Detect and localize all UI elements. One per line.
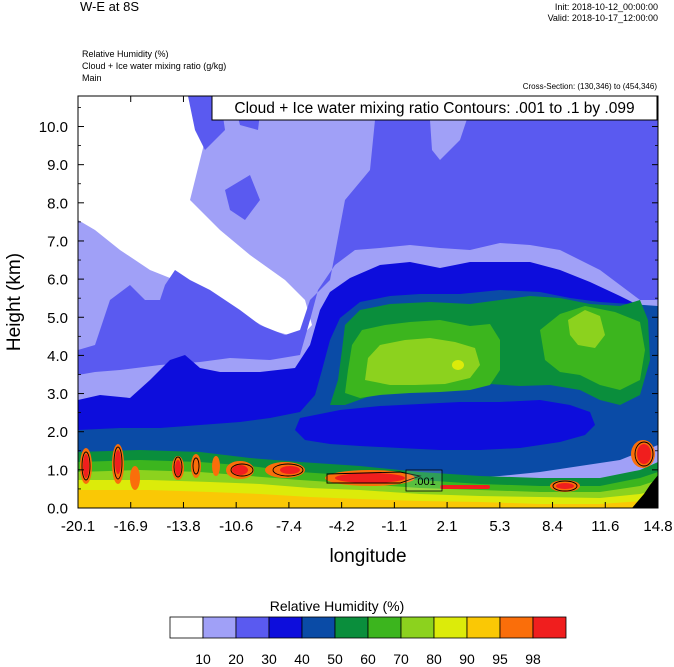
colorbar-level-label: 50 <box>327 651 343 667</box>
x-tick-label: 14.8 <box>643 518 672 535</box>
colorbar-swatch <box>400 616 435 639</box>
contour-label: .001 <box>405 469 443 492</box>
cross-section-label: Cross-Section: (130,346) to (454,346) <box>522 82 657 91</box>
y-tick-label: 4.0 <box>47 348 68 365</box>
colorbar-level-label: 20 <box>228 651 244 667</box>
rh-region-80 <box>365 338 480 385</box>
colorbar-swatch <box>433 616 468 639</box>
rh-region-80-right <box>568 310 605 348</box>
y-tick-label: 2.0 <box>47 424 68 441</box>
colorbar-level-label: 40 <box>294 651 310 667</box>
field-label-main: Main <box>82 73 102 83</box>
colorbar-swatch <box>268 616 303 639</box>
x-axis: -20.1 -16.9 -13.8 -10.6 -7.4 -4.2 -1.1 2.1 5.3 8.… <box>61 96 673 535</box>
y-tick-label: 7.0 <box>47 233 68 250</box>
valid-time: Valid: 2018-10-17_12:00:00 <box>547 13 658 23</box>
colorbar-swatch <box>235 616 270 639</box>
colorbar-swatch <box>301 616 336 639</box>
x-tick-label: -7.4 <box>276 518 302 535</box>
rh-region-dry-upper-left <box>78 96 312 338</box>
y-tick-label: 6.0 <box>47 272 68 289</box>
rh-region-90 <box>452 360 464 370</box>
colorbar-swatch <box>367 616 402 639</box>
y-tick-label: 10.0 <box>39 119 68 136</box>
rh-region-30-patch3 <box>225 175 260 220</box>
colorbar-level-label: 60 <box>360 651 376 667</box>
chart-title: W-E at 8S <box>80 0 140 14</box>
rh-region-30 <box>78 96 658 375</box>
x-tick-label: -16.9 <box>114 518 148 535</box>
colorbar-level-label: 80 <box>426 651 442 667</box>
y-axis: 0.0 1.0 2.0 3.0 4.0 5.0 6.0 7.0 8.0 9.0 10.0 <box>39 107 658 518</box>
x-tick-label: -10.6 <box>219 518 253 535</box>
colorbar-level-label: 30 <box>261 651 277 667</box>
x-tick-label: 11.6 <box>591 518 619 535</box>
rh-region-40-band <box>295 400 595 450</box>
rh-surface-band-95 <box>78 490 658 508</box>
colorbar-level-label: 10 <box>195 651 211 667</box>
terrain <box>632 475 658 508</box>
rh-region-70-right <box>540 306 645 390</box>
contour-label-text: .001 <box>414 476 435 488</box>
field-label-rh: Relative Humidity (%) <box>82 49 169 59</box>
y-axis-title: Height (km) <box>4 253 25 351</box>
x-tick-label: -13.8 <box>166 518 200 535</box>
x-tick-label: -1.1 <box>381 518 407 535</box>
colorbar: 10 20 30 40 50 60 70 80 90 95 98 <box>169 616 567 667</box>
x-axis-title: longitude <box>329 546 406 567</box>
x-tick-label: 8.4 <box>542 518 563 535</box>
cloud-water-contours <box>81 441 654 492</box>
colorbar-level-label: 95 <box>492 651 508 667</box>
colorbar-level-label: 90 <box>459 651 475 667</box>
contour-info-text: Cloud + Ice water mixing ratio Contours:… <box>234 100 634 117</box>
field-label-cloud: Cloud + Ice water mixing ratio (g/kg) <box>82 61 227 71</box>
rh-fill-field <box>78 96 658 508</box>
colorbar-level-label: 98 <box>525 651 541 667</box>
colorbar-swatch <box>202 616 237 639</box>
contour-info-box: Cloud + Ice water mixing ratio Contours:… <box>211 95 658 121</box>
y-tick-label: 8.0 <box>47 195 68 212</box>
y-tick-label: 9.0 <box>47 157 68 174</box>
x-tick-label: -4.2 <box>329 518 355 535</box>
colorbar-label: Relative Humidity (%) <box>269 598 405 614</box>
y-tick-label: 0.0 <box>47 501 68 518</box>
colorbar-swatch <box>499 616 534 639</box>
colorbar-level-label: 70 <box>393 651 409 667</box>
init-time: Init: 2018-10-12_00:00:00 <box>554 2 658 12</box>
x-tick-label: 5.3 <box>489 518 510 535</box>
y-tick-label: 5.0 <box>47 310 68 327</box>
y-tick-label: 3.0 <box>47 386 68 403</box>
x-tick-label: 2.1 <box>437 518 458 535</box>
y-tick-label: 1.0 <box>47 462 68 479</box>
colorbar-swatch <box>169 616 204 639</box>
rh-surface-saturated-cells <box>83 444 651 489</box>
colorbar-swatch <box>466 616 501 639</box>
colorbar-swatch <box>532 616 567 639</box>
colorbar-swatch <box>334 616 369 639</box>
x-tick-label: -20.1 <box>61 518 95 535</box>
